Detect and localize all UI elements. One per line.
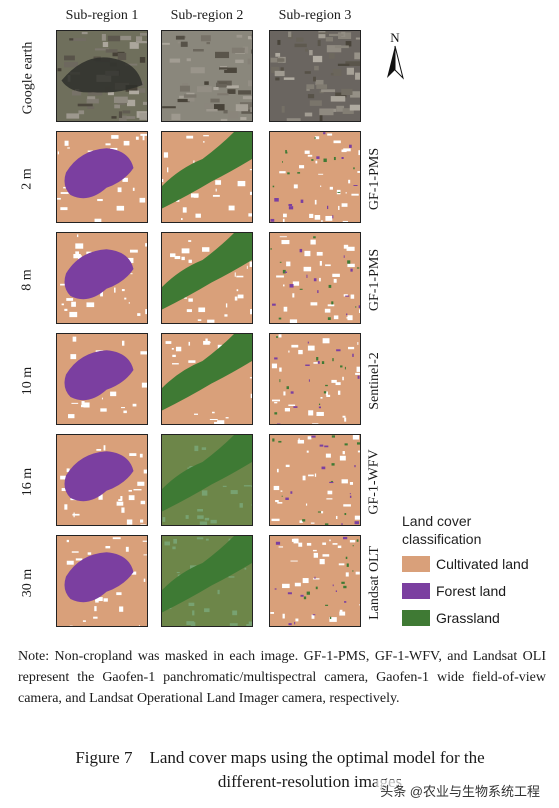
map-tile-r2-c0 [56,232,148,324]
legend-swatch-forest [402,583,430,599]
legend-item-grassland: Grassland [402,610,500,626]
north-label: N [390,30,400,45]
map-tile-r3-c2 [269,333,361,425]
map-tile-r0-c1 [161,30,253,122]
column-header-sub-region-2: Sub-region 2 [170,8,244,23]
map-tile-r1-c2 [269,131,361,223]
sensor-label-30m: Landsat OLT [362,535,388,630]
map-tile-r3-c0 [56,333,148,425]
map-tile-r2-c1 [161,232,253,324]
map-tile-r1-c1 [161,131,253,223]
sensor-label-text: Sentinel-2 [367,351,383,410]
figure-caption: Figure 7 Land cover maps using the optim… [40,746,520,794]
row-label-text: 16 m [19,467,35,496]
figure-caption-line1: Figure 7 Land cover maps using the optim… [75,748,485,767]
sensor-label-text: GF-1-PMS [367,248,382,311]
map-tile-r0-c2 [269,30,361,122]
legend-title-line2: classification [402,531,482,547]
legend-item-forest: Forest land [402,583,506,599]
column-header-sub-region-1: Sub-region 1 [65,8,139,23]
row-label-text: 8 m [19,268,35,291]
row-label-2m: 2 m [0,131,56,226]
row-label-google-earth: Google earth [0,30,56,125]
sensor-label-text: GF-1-PMS [367,147,382,210]
row-label-30m: 30 m [0,535,56,630]
map-tile-r5-c1 [161,535,253,627]
north-arrow-icon: N [384,30,406,82]
figure-caption-line2: different-resolution images [217,772,403,791]
row-label-text: 30 m [19,568,35,597]
row-label-text: 2 m [19,167,35,190]
map-tile-r2-c2 [269,232,361,324]
sensor-label-text: GF-1-WFV [367,448,382,515]
column-header-sub-region-3: Sub-region 3 [278,8,352,23]
watermark: 头条 @农业与生物系统工程 [377,780,543,801]
row-label-text: Google earth [20,41,36,114]
row-label-text: 10 m [19,366,35,395]
map-tile-r4-c0 [56,434,148,526]
figure-note: Note: Non-cropland was masked in each im… [18,649,546,706]
map-tile-r0-c0 [56,30,148,122]
legend-title-line1: Land cover [402,513,472,529]
sensor-label-text: Landsat OLT [367,545,382,620]
legend-label-forest: Forest land [436,583,507,599]
row-label-10m: 10 m [0,333,56,428]
row-label-16m: 16 m [0,434,56,529]
legend-title: Land cover classification [402,512,481,548]
legend-label-grassland: Grassland [436,610,500,626]
sensor-label-8m: GF-1-PMS [362,232,388,327]
map-tile-r5-c0 [56,535,148,627]
map-tile-r4-c2 [269,434,361,526]
legend-label-cultivated: Cultivated land [436,556,529,572]
map-tile-r5-c2 [269,535,361,627]
sensor-label-10m: Sentinel-2 [362,333,388,428]
legend-swatch-grassland [402,610,430,626]
map-tile-r4-c1 [161,434,253,526]
map-tile-r1-c0 [56,131,148,223]
legend-item-cultivated: Cultivated land [402,556,529,572]
sensor-label-16m: GF-1-WFV [362,434,388,529]
map-tile-r3-c1 [161,333,253,425]
row-label-8m: 8 m [0,232,56,327]
legend-swatch-cultivated [402,556,430,572]
sensor-label-2m: GF-1-PMS [362,131,388,226]
